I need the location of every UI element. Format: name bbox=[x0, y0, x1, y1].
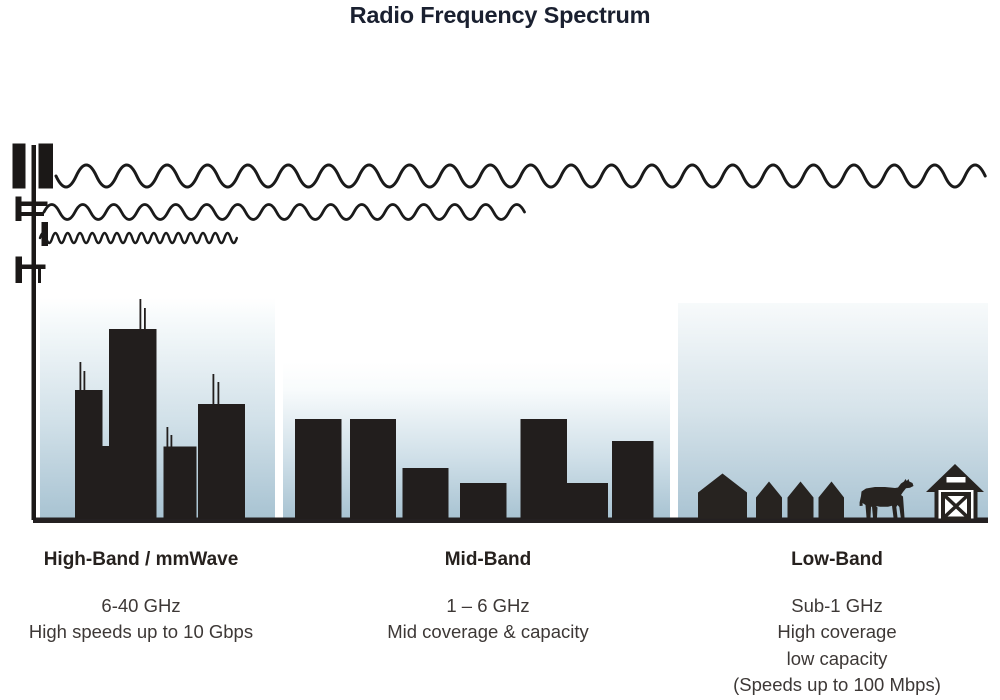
high-band-description: High speeds up to 10 Gbps bbox=[28, 621, 254, 642]
house-icon bbox=[756, 481, 782, 519]
house-icon bbox=[818, 481, 844, 519]
low-band-frequency: Sub-1 GHz bbox=[791, 594, 883, 616]
rural-scene bbox=[698, 464, 984, 521]
high-band-frequency: 6-40 GHz bbox=[101, 594, 181, 616]
cow-icon bbox=[859, 479, 914, 518]
mid-band-frequency: 1 – 6 GHz bbox=[446, 594, 530, 616]
low-band-label: Low-Band Sub-1 GHz High coverage low cap… bbox=[706, 547, 968, 699]
mid-band-wave bbox=[42, 203, 526, 221]
barn-icon bbox=[926, 464, 984, 521]
low-band-heading: Low-Band bbox=[791, 549, 883, 570]
high-band-wave bbox=[38, 231, 238, 245]
mid-band-description: Mid coverage & capacity bbox=[387, 621, 589, 642]
low-band-speed: (Speeds up to 100 Mbps) bbox=[733, 674, 941, 695]
low-band-wave bbox=[54, 163, 987, 189]
high-band-heading: High-Band / mmWave bbox=[43, 549, 239, 570]
city-skyline bbox=[75, 299, 245, 519]
house-icon bbox=[698, 473, 747, 519]
house-icon bbox=[787, 481, 814, 519]
mid-band-label: Mid-Band 1 – 6 GHz Mid coverage & capaci… bbox=[357, 547, 619, 646]
low-band-coverage: High coverage bbox=[777, 621, 897, 642]
mid-band-heading: Mid-Band bbox=[444, 549, 532, 570]
ground-line bbox=[33, 517, 988, 523]
low-band-capacity: low capacity bbox=[786, 647, 888, 669]
radio-waves bbox=[38, 163, 987, 245]
high-band-label: High-Band / mmWave 6-40 GHz High speeds … bbox=[10, 547, 272, 646]
page-title: Radio Frequency Spectrum bbox=[349, 2, 651, 28]
town-skyline bbox=[295, 419, 654, 519]
